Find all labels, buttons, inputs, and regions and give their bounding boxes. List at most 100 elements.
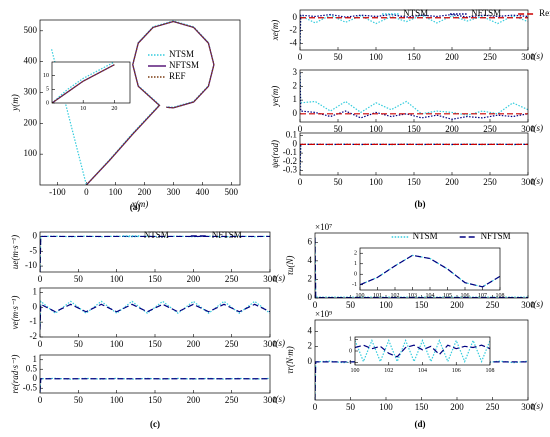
plot-frame	[39, 354, 271, 394]
legend-label: NTSM	[403, 8, 428, 18]
y-tick-label: 2	[293, 80, 298, 90]
x-tick-label: 108	[486, 368, 495, 374]
x-tick-label: 300	[263, 274, 277, 284]
y-tick-label: 10	[43, 73, 49, 79]
legend-label: NTSM	[413, 231, 438, 241]
x-axis-label: t(s)	[273, 273, 285, 283]
series-group	[40, 235, 270, 272]
plot-area	[300, 133, 528, 175]
x-tick-label: 103	[408, 293, 417, 299]
y-axis-label: xe(m)	[270, 20, 280, 41]
x-axis-label: t(s)	[531, 176, 543, 186]
x-tick-label: 100	[369, 124, 383, 134]
x-tick-label: 104	[418, 368, 427, 374]
x-tick-label: 100	[379, 402, 393, 412]
series-group	[355, 338, 490, 364]
y-tick-label: 6	[308, 236, 313, 246]
y-tick-label: 0	[293, 12, 298, 22]
y-tick-label: -1	[347, 360, 352, 366]
x-tick-label: 150	[148, 395, 162, 405]
x-tick-label: 250	[483, 177, 497, 187]
x-tick-label: 200	[445, 124, 459, 134]
x-tick-label: 10	[80, 106, 86, 112]
y-axis-label: ye(m)	[270, 86, 280, 107]
x-tick-label: 106	[461, 293, 470, 299]
y-tick-label: 2	[308, 341, 313, 351]
x-tick-label: 100	[110, 339, 124, 349]
x-tick-label: 100	[109, 187, 123, 197]
x-tick-label: 250	[483, 124, 497, 134]
x-axis-label: t(s)	[531, 51, 543, 61]
axis-multiplier: ×10⁹	[315, 309, 332, 319]
x-tick-label: 250	[225, 274, 239, 284]
axis-multiplier: ×10⁷	[315, 222, 332, 232]
x-tick-label: 0	[38, 395, 43, 405]
series-group	[300, 13, 528, 44]
x-tick-label: 0	[298, 124, 303, 134]
x-tick-label: 300	[521, 402, 535, 412]
x-tick-label: 400	[196, 187, 210, 197]
x-tick-label: 20	[111, 106, 117, 112]
series-line	[85, 20, 215, 185]
series-group	[300, 72, 528, 120]
y-tick-label: 1	[349, 337, 352, 343]
x-tick-label: 200	[445, 52, 459, 62]
plot-area	[355, 337, 490, 365]
y-axis-label: ue(m·s⁻¹)	[10, 235, 20, 269]
y-tick-label: 0	[33, 373, 38, 383]
x-axis-label: t(s)	[273, 338, 285, 348]
plot-frame	[51, 61, 131, 104]
x-tick-label: 50	[74, 274, 84, 284]
y-tick-label: 100	[24, 148, 38, 158]
x-tick-label: 300	[521, 124, 535, 134]
series-line	[40, 378, 270, 393]
y-tick-label: 4	[308, 255, 313, 265]
x-tick-label: 250	[486, 402, 500, 412]
x-tick-label: 150	[415, 300, 429, 310]
series-line	[300, 13, 528, 44]
y-tick-label: -10	[25, 260, 37, 270]
legend-label: NFTSM	[481, 231, 511, 241]
x-tick-label: 200	[187, 274, 201, 284]
x-tick-label: 300	[167, 187, 181, 197]
x-tick-label: 50	[74, 395, 84, 405]
plot-frame	[39, 231, 271, 273]
series-line	[52, 64, 115, 103]
x-tick-label: 500	[225, 187, 239, 197]
x-tick-label: 150	[407, 177, 421, 187]
plot-area	[300, 10, 528, 50]
x-tick-label: 50	[334, 124, 344, 134]
y-tick-label: -1	[352, 282, 357, 288]
y-tick-label: 200	[24, 117, 38, 127]
legend-label: REF	[169, 71, 186, 81]
x-tick-label: 50	[334, 52, 344, 62]
y-tick-label: -0.3	[283, 165, 298, 175]
x-tick-label: 200	[187, 395, 201, 405]
x-tick-label: 0	[298, 177, 303, 187]
series-group	[300, 143, 528, 171]
plot-area	[40, 232, 270, 272]
x-tick-label: 150	[148, 274, 162, 284]
x-tick-label: 200	[138, 187, 152, 197]
y-tick-label: 1	[33, 287, 38, 297]
panel-label: (c)	[150, 419, 160, 429]
x-tick-label: -100	[49, 187, 66, 197]
series-line	[300, 14, 528, 44]
x-tick-label: 101	[373, 293, 382, 299]
x-tick-label: 104	[426, 293, 435, 299]
x-tick-label: 108	[496, 293, 505, 299]
y-tick-label: 0	[349, 348, 352, 354]
series-group	[40, 377, 270, 393]
y-tick-label: -4	[290, 38, 298, 48]
x-tick-label: 150	[407, 124, 421, 134]
x-tick-label: 200	[450, 402, 464, 412]
legend-label: NTSM	[169, 49, 194, 59]
series-line	[52, 62, 115, 103]
plot-area	[360, 248, 500, 290]
y-axis-label: τu(N)	[285, 256, 295, 276]
x-tick-label: 50	[346, 300, 356, 310]
x-tick-label: 0	[38, 339, 43, 349]
x-tick-label: 106	[452, 368, 461, 374]
y-tick-label: 1	[354, 261, 357, 267]
